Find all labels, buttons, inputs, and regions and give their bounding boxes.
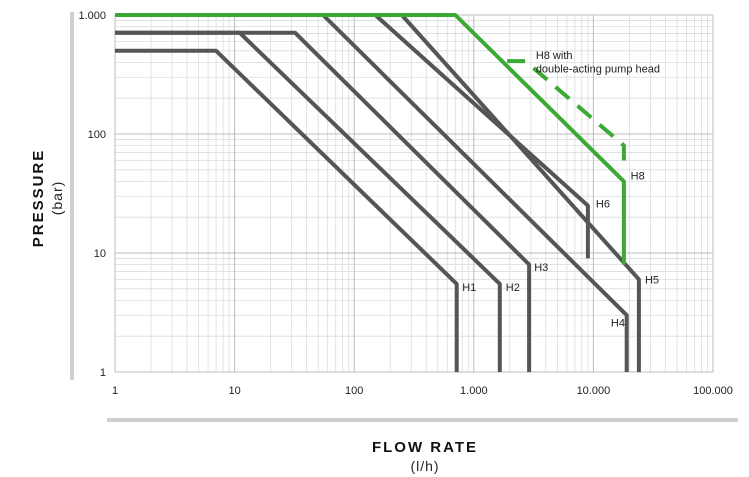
x-tick-label: 10.000 [577,385,611,397]
x-tick-label: 100 [345,385,363,397]
curves [115,13,641,372]
y-tick-labels: 1 10 100 1.000 [78,10,106,379]
x-axis-title: FLOW RATE [372,439,478,456]
x-tick-labels: 1 10 100 1.000 10.000 100.000 [112,385,733,397]
curve-label: H5 [645,274,659,286]
x-tick-label: 1 [112,385,118,397]
curve-labels: H1 H2 H3 H4 H5 H6 H8 H8 with double-acting pump … [462,50,660,329]
curve-h8 [115,13,626,265]
curve-h8-with-double-acting-pump-head [507,59,626,165]
curve-label: H4 [611,318,625,330]
x-tick-label: 1.000 [460,385,488,397]
curve-label: H3 [534,262,548,274]
y-axis-title: PRESSURE [30,149,47,248]
y-tick-label: 1.000 [78,10,106,22]
x-tick-label: 10 [228,385,240,397]
curve-h2 [115,30,502,372]
x-axis-bar [107,418,738,422]
x-tick-label: 100.000 [693,385,733,397]
curve-label: H1 [462,282,476,294]
curve-label: H2 [506,282,520,294]
curve-label: double-acting pump head [536,64,660,76]
minor-grid [115,15,713,372]
x-axis-unit: (l/h) [410,458,439,474]
curve-h3 [115,30,532,372]
y-tick-label: 1 [100,367,106,379]
y-tick-label: 100 [88,129,106,141]
y-axis-bar [70,12,74,380]
curve-label: H8 with [536,50,573,62]
y-axis-unit: (bar) [49,181,65,216]
curve-h1 [115,48,459,372]
y-tick-label: 10 [94,248,106,260]
curve-label: H8 [631,170,645,182]
curve-label: H6 [596,199,610,211]
